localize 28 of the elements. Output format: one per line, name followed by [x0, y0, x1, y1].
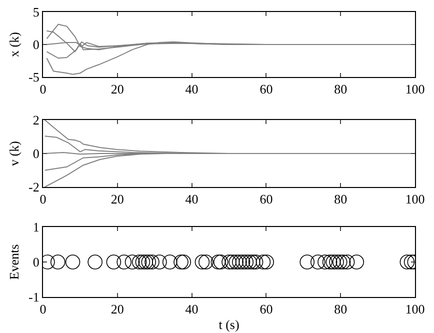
y-axis-title: v (k) — [6, 141, 22, 166]
x-tick-label: 60 — [260, 302, 273, 317]
x-tick-label: 40 — [185, 302, 198, 317]
x-tick-label: 40 — [185, 192, 198, 207]
x-tick-label: 100 — [405, 192, 425, 207]
x-tick-label: 100 — [405, 302, 425, 317]
y-tick-label: 5 — [32, 4, 40, 20]
x-tick-label: 80 — [334, 82, 348, 97]
y-tick-label: -1 — [28, 290, 40, 305]
y-tick-label: 0 — [32, 146, 40, 162]
x-axis-title: t (s) — [218, 317, 240, 332]
x-tick-label: 20 — [110, 192, 124, 207]
x-tick-label: 80 — [334, 302, 348, 317]
x-tick-label: 60 — [260, 192, 273, 207]
y-tick-label: -5 — [28, 70, 40, 85]
y-axis-title: Events — [6, 244, 22, 280]
x-tick-label: 20 — [110, 302, 124, 317]
y-axis-title: x (k) — [6, 32, 22, 57]
y-tick-label: 2 — [32, 112, 40, 128]
y-tick-label: 1 — [32, 220, 40, 235]
y-tick-label: 0 — [32, 37, 40, 52]
x-tick-label: 40 — [185, 82, 198, 97]
x-tick-label: 80 — [334, 192, 348, 207]
y-tick-label: -2 — [28, 180, 40, 195]
x-tick-label: 60 — [260, 82, 273, 97]
y-tick-label: 0 — [32, 254, 40, 270]
x-tick-label: 100 — [405, 82, 425, 97]
x-tick-label: 20 — [110, 82, 124, 97]
